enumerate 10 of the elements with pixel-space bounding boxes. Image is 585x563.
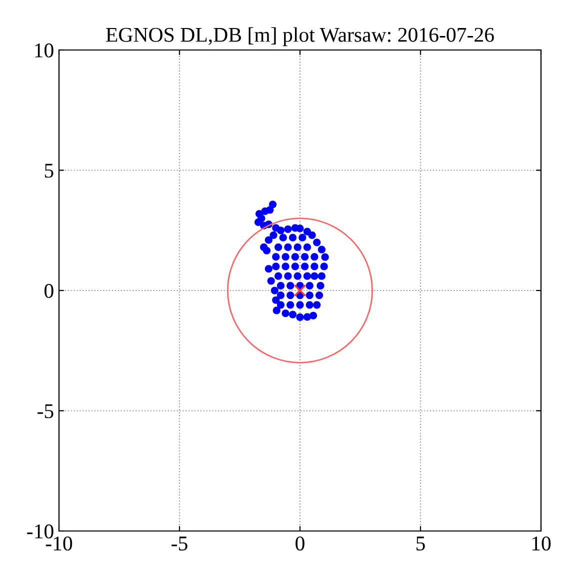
y-tick-label: -10: [27, 524, 54, 538]
x-tick-label: 5: [416, 536, 425, 551]
chart-title: EGNOS DL,DB [m] plot Warsaw: 2016-07-26: [106, 27, 494, 46]
x-tick-label: 10: [532, 536, 551, 551]
y-tick-label: -5: [38, 404, 54, 418]
y-tick-label: 10: [35, 43, 54, 58]
y-tick-label: 0: [44, 284, 54, 298]
y-tick-label: 5: [44, 164, 54, 178]
x-tick-label: 0: [296, 536, 304, 551]
x-tick-label: -5: [172, 536, 188, 551]
